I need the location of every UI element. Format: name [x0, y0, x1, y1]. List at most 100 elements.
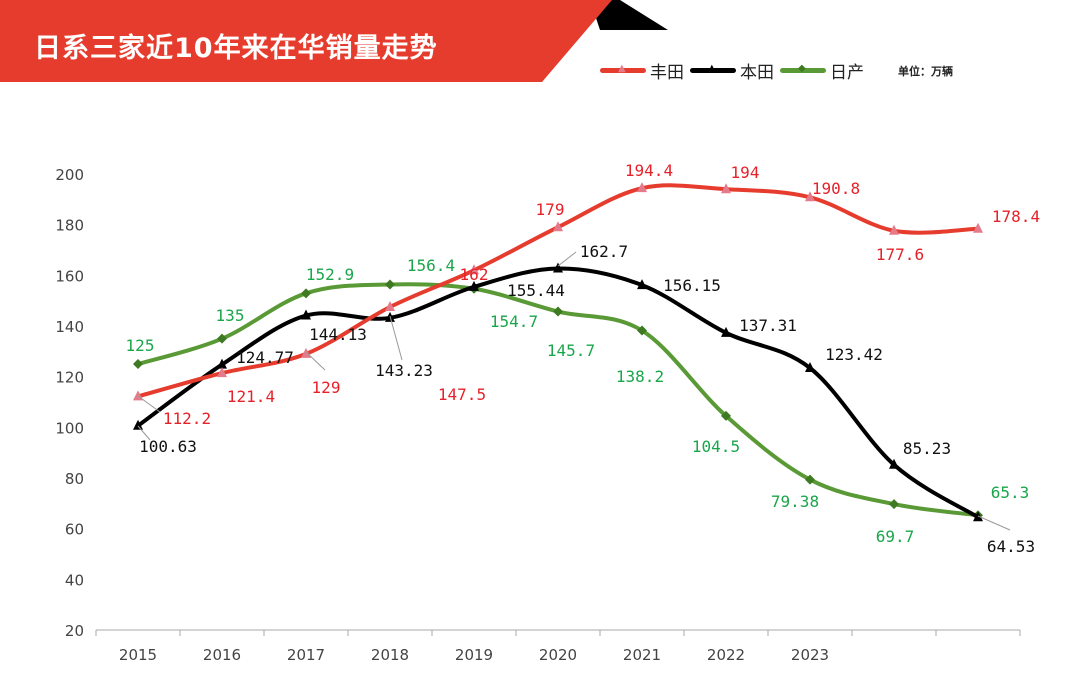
- data-label: 147.5: [438, 385, 486, 404]
- data-label: 177.6: [876, 245, 924, 264]
- data-label: 64.53: [987, 537, 1035, 556]
- data-label: 112.2: [163, 409, 211, 428]
- data-label: 154.7: [490, 312, 538, 331]
- x-tick-label: 2021: [623, 646, 661, 664]
- y-tick-label: 200: [55, 166, 84, 184]
- y-tick-label: 100: [55, 419, 84, 437]
- y-tick-label: 40: [65, 571, 84, 589]
- data-label: 69.7: [876, 527, 915, 546]
- leader-line: [137, 395, 161, 413]
- y-tick-label: 160: [55, 267, 84, 285]
- y-tick-label: 20: [65, 622, 84, 640]
- x-tick-label: 2020: [539, 646, 577, 664]
- data-point-marker: [889, 458, 899, 469]
- data-point-marker: [637, 279, 647, 290]
- data-label: 162.7: [580, 242, 628, 261]
- unit-label: 单位：万辆: [898, 64, 953, 78]
- x-tick-label: 2017: [287, 646, 325, 664]
- data-label: 79.38: [771, 492, 819, 511]
- data-label: 179: [536, 200, 565, 219]
- data-point-marker: [133, 419, 143, 430]
- legend-label: 日产: [830, 63, 864, 83]
- y-tick-label: 180: [55, 217, 84, 235]
- y-tick-label: 60: [65, 521, 84, 539]
- data-label: 137.31: [739, 316, 797, 335]
- data-label: 104.5: [692, 437, 740, 456]
- data-label: 135: [216, 306, 245, 325]
- legend-item-toyota: ▲ 丰田: [600, 58, 684, 83]
- data-label: 155.44: [507, 281, 565, 300]
- x-tick-label: 2023: [791, 646, 829, 664]
- diamond-marker-icon: ◆: [798, 63, 806, 74]
- data-point-marker: [217, 367, 227, 378]
- x-tick-label: 2015: [119, 646, 157, 664]
- leader-line: [137, 425, 151, 441]
- data-point-marker: [301, 309, 311, 320]
- data-point-marker: [385, 279, 395, 290]
- legend-item-honda: ▲ 本田: [690, 58, 774, 83]
- data-point-marker: [889, 224, 899, 235]
- data-point-marker: [973, 222, 983, 233]
- data-point-marker: [553, 262, 563, 273]
- data-label: 124.77: [236, 348, 294, 367]
- data-point-marker: [469, 280, 479, 291]
- data-label: 178.4: [992, 207, 1040, 226]
- data-label: 144.13: [309, 325, 367, 344]
- data-point-marker: [637, 182, 647, 193]
- series-line-2: [136, 282, 980, 518]
- data-point-marker: [217, 333, 227, 344]
- y-tick-label: 80: [65, 470, 84, 488]
- data-label: 156.15: [663, 276, 721, 295]
- x-tick-label: 2019: [455, 646, 493, 664]
- x-tick-label: 2018: [371, 646, 409, 664]
- leader-line: [977, 515, 1011, 531]
- data-point-marker: [301, 288, 311, 299]
- data-point-marker: [805, 474, 815, 485]
- data-label: 194: [731, 163, 760, 182]
- title-banner: [0, 0, 612, 82]
- legend-item-nissan: ◆ 日产: [780, 58, 864, 83]
- data-point-marker: [637, 325, 647, 336]
- legend: ▲ 丰田 ▲ 本田 ◆ 日产 单位：万辆: [600, 58, 953, 83]
- data-label: 65.3: [991, 483, 1030, 502]
- data-point-marker: [721, 183, 731, 194]
- data-label: 145.7: [547, 341, 595, 360]
- data-label: 123.42: [825, 345, 883, 364]
- data-label: 138.2: [616, 367, 664, 386]
- y-tick-label: 120: [55, 369, 84, 387]
- data-label: 152.9: [306, 265, 354, 284]
- data-point-marker: [301, 347, 311, 358]
- title-banner-accent: [590, 0, 668, 30]
- data-point-marker: [553, 306, 563, 317]
- triangle-marker-icon: ▲: [708, 63, 716, 74]
- triangle-marker-icon: ▲: [618, 63, 626, 74]
- data-label: 85.23: [903, 439, 951, 458]
- data-point-marker: [553, 221, 563, 232]
- x-tick-label: 2022: [707, 646, 745, 664]
- chart-title: 日系三家近10年来在华销量走势: [34, 33, 438, 64]
- data-point-marker: [889, 499, 899, 510]
- data-label: 190.8: [812, 179, 860, 198]
- y-tick-label: 140: [55, 318, 84, 336]
- legend-label: 丰田: [650, 63, 684, 83]
- data-point-marker: [721, 326, 731, 337]
- data-label: 143.23: [375, 361, 433, 380]
- data-point-marker: [805, 191, 815, 202]
- data-point-marker: [385, 301, 395, 311]
- data-point-marker: [721, 410, 731, 421]
- data-point-marker: [469, 264, 479, 275]
- data-point-marker: [133, 359, 143, 369]
- data-label: 121.4: [227, 387, 275, 406]
- data-label: 162: [460, 265, 489, 284]
- data-label: 129: [312, 378, 341, 397]
- data-point-marker: [805, 362, 815, 373]
- x-tick-label: 2016: [203, 646, 241, 664]
- data-label: 100.63: [139, 437, 197, 456]
- legend-label: 本田: [740, 63, 774, 83]
- data-point-marker: [217, 358, 227, 369]
- data-label: 125: [126, 336, 155, 355]
- leader-line: [557, 251, 577, 267]
- leader-line: [389, 315, 403, 361]
- leader-line: [305, 351, 326, 371]
